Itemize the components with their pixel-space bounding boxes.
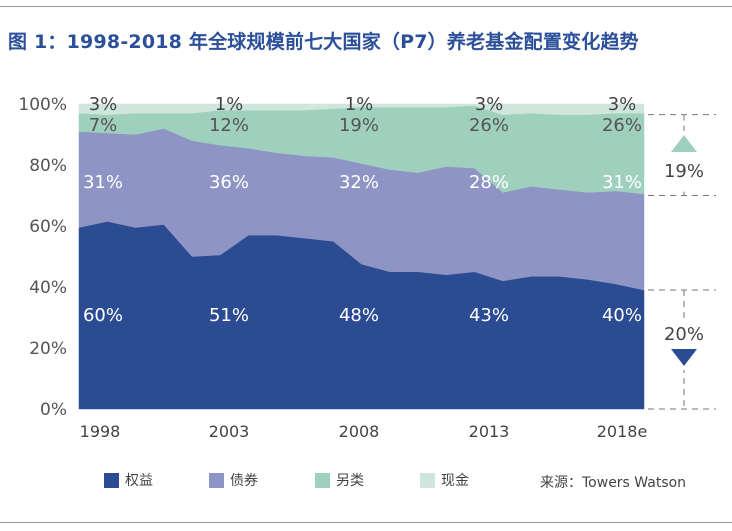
legend-label-bonds: 债券 — [230, 473, 258, 489]
area-cash — [78, 103, 645, 115]
legend-item-alternatives: 另类 — [315, 470, 364, 490]
x-tick-label: 1998 — [80, 422, 121, 441]
data-label-bonds: 31% — [83, 172, 123, 193]
x-tick-label: 2003 — [209, 422, 250, 441]
legend-item-equity: 权益 — [104, 470, 153, 490]
legend-label-alternatives: 另类 — [336, 473, 364, 489]
x-tick-label: 2013 — [469, 422, 510, 441]
data-label-cash: 3% — [89, 94, 118, 115]
legend-label-cash: 现金 — [441, 473, 469, 489]
source-note: 来源：Towers Watson — [540, 475, 687, 491]
legend-swatch-equity — [104, 472, 119, 488]
y-tick-label: 40% — [29, 278, 67, 298]
legend-item-bonds: 债券 — [209, 470, 258, 490]
data-label-alternatives: 26% — [469, 115, 509, 136]
data-label-bonds: 28% — [469, 172, 509, 193]
y-tick-label: 20% — [29, 339, 67, 359]
data-label-alternatives: 19% — [339, 115, 379, 136]
data-label-cash: 3% — [608, 94, 637, 115]
stacked-area-chart: 0% 20% 40% 60% 80% 100% 1998 2003 2008 2013 2018e 6… — [18, 94, 716, 441]
legend-item-cash: 现金 — [420, 470, 469, 490]
data-label-cash: 3% — [475, 94, 504, 115]
data-label-cash: 1% — [215, 94, 244, 115]
legend: 权益 债券 另类 现金 — [0, 470, 732, 494]
annotation-down-label: 20% — [664, 324, 704, 345]
top-rule — [0, 6, 732, 7]
up-arrow-icon — [671, 135, 697, 152]
data-label-equity: 48% — [339, 305, 379, 326]
data-label-bonds: 32% — [339, 172, 379, 193]
data-label-alternatives: 7% — [89, 115, 118, 136]
x-tick-label: 2018e — [597, 422, 648, 441]
legend-label-equity: 权益 — [125, 473, 153, 489]
data-label-alternatives: 26% — [602, 115, 642, 136]
data-label-equity: 51% — [209, 305, 249, 326]
data-label-equity: 60% — [83, 305, 123, 326]
legend-swatch-alternatives — [315, 472, 330, 488]
data-label-equity: 40% — [602, 305, 642, 326]
data-label-bonds: 31% — [602, 172, 642, 193]
data-label-cash: 1% — [345, 94, 374, 115]
data-label-alternatives: 12% — [209, 115, 249, 136]
data-label-equity: 43% — [469, 305, 509, 326]
annotation-up-label: 19% — [664, 161, 704, 182]
legend-swatch-cash — [420, 472, 435, 488]
y-tick-label: 100% — [18, 95, 67, 115]
y-tick-label: 80% — [29, 156, 67, 176]
legend-swatch-bonds — [209, 472, 224, 488]
x-tick-label: 2008 — [339, 422, 380, 441]
down-arrow-icon — [671, 349, 697, 366]
y-tick-label: 0% — [40, 400, 67, 420]
y-tick-label: 60% — [29, 217, 67, 237]
bottom-rule — [0, 522, 732, 523]
data-label-bonds: 36% — [209, 172, 249, 193]
chart-title: 图 1：1998-2018 年全球规模前七大国家（P7）养老基金配置变化趋势 — [8, 31, 639, 53]
